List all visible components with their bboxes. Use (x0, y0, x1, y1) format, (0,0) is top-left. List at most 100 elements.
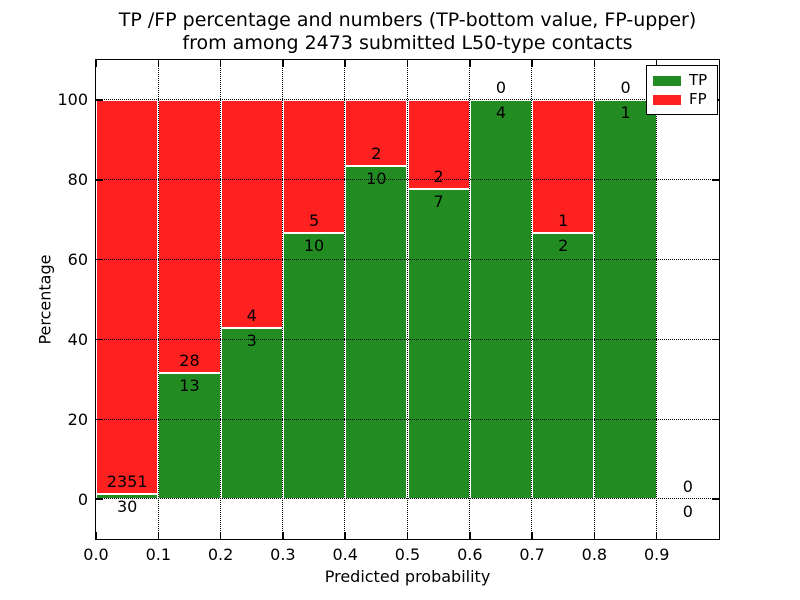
vertical-gridline (157, 60, 159, 539)
fp-bar-segment (220, 99, 283, 328)
x-axis-tick (469, 532, 471, 539)
y-tick-label: 40 (67, 329, 88, 349)
tp-count-label: 10 (303, 235, 325, 255)
tp-bar-segment (407, 188, 470, 500)
x-axis-tick-top (406, 60, 409, 67)
x-axis-tick (282, 532, 284, 539)
y-axis-tick (96, 258, 103, 261)
fp-count-label: 28 (179, 350, 200, 370)
plot-area: 2351 30 28 13 4 3 5 10 2 10 2 7 0 4 1 2 0 1 0 0 (95, 59, 720, 540)
x-axis-tick-top (157, 60, 160, 67)
tp-bar-segment (282, 232, 346, 500)
fp-count-label: 2 (433, 166, 444, 186)
tp-bar-segment (532, 232, 595, 500)
fp-bar-segment (282, 99, 346, 233)
x-axis-tick-top (531, 60, 533, 67)
x-tick-label: 0.4 (332, 545, 358, 564)
fp-count-label: 0 (495, 77, 507, 97)
x-axis-tick-top (344, 60, 346, 67)
x-axis-tick (655, 532, 658, 539)
tp-legend-swatch (653, 75, 681, 86)
vertical-gridline (282, 60, 284, 539)
vertical-gridline (469, 60, 471, 539)
fp-count-label: 1 (558, 210, 569, 230)
chart-title-line2: from among 2473 submitted L50-type conta… (182, 32, 633, 54)
tp-count-label: 1 (620, 102, 631, 122)
y-axis-label: Percentage (35, 254, 55, 345)
x-axis-tick-top (219, 60, 222, 67)
x-axis-tick (95, 532, 97, 539)
fp-count-label: 2351 (106, 472, 148, 492)
tp-count-label: 4 (495, 102, 507, 122)
tp-bar-segment (594, 99, 657, 500)
legend: TP FP (646, 65, 718, 115)
tp-count-label: 30 (116, 497, 138, 517)
tp-count-label: 10 (366, 169, 387, 189)
legend-label: FP (689, 90, 707, 108)
y-tick-label: 60 (67, 250, 88, 270)
x-axis-tick-top (95, 60, 97, 67)
tp-bar-segment (469, 99, 533, 500)
y-axis-tick (96, 498, 103, 500)
x-axis-tick (157, 532, 160, 539)
x-tick-label: 0.8 (581, 545, 608, 564)
tp-count-label: 3 (246, 331, 257, 350)
y-tick-label: 0 (77, 489, 88, 509)
x-tick-label: 0.1 (145, 545, 172, 564)
y-axis-tick-right (712, 258, 719, 261)
y-axis-tick-right (712, 498, 719, 500)
fp-count-label: 4 (246, 306, 257, 325)
vertical-gridline (219, 60, 221, 539)
x-axis-tick-top (282, 60, 284, 67)
tp-count-label: 0 (682, 502, 693, 522)
x-axis-tick (531, 532, 533, 539)
x-axis-tick (219, 532, 222, 539)
y-axis-tick (96, 418, 103, 420)
x-axis-tick-top (655, 60, 658, 67)
y-axis-tick (96, 99, 103, 101)
tp-bar-segment (345, 166, 408, 500)
legend-row: FP (653, 90, 711, 109)
vertical-gridline (344, 60, 346, 539)
y-axis-tick-right (712, 418, 719, 420)
vertical-gridline (406, 60, 408, 539)
vertical-gridline (655, 60, 657, 539)
x-tick-label: 0.9 (643, 545, 670, 564)
fp-count-label: 0 (620, 77, 631, 97)
fp-count-label: 2 (371, 144, 382, 164)
x-axis-tick-top (469, 60, 471, 67)
fp-count-label: 5 (308, 210, 320, 230)
y-tick-label: 100 (57, 90, 88, 110)
x-tick-label: 0.3 (270, 545, 296, 564)
legend-label: TP (689, 71, 708, 89)
vertical-gridline (531, 60, 533, 539)
x-tick-label: 0.0 (83, 545, 109, 564)
legend-row: TP (653, 71, 711, 90)
fp-bar-segment (532, 99, 595, 233)
y-axis-tick-right (712, 338, 719, 341)
x-axis-tick (406, 532, 409, 539)
tp-count-label: 13 (179, 375, 200, 395)
x-axis-tick (593, 532, 596, 539)
y-axis-tick (96, 179, 103, 181)
tp-bar-segment (220, 328, 283, 500)
tp-count-label: 7 (433, 191, 444, 211)
x-tick-label: 0.7 (519, 545, 545, 564)
x-tick-label: 0.2 (207, 545, 234, 564)
fp-count-label: 0 (682, 477, 693, 497)
chart-title: TP /FP percentage and numbers (TP-bottom… (96, 9, 719, 55)
x-axis-tick (344, 532, 346, 539)
x-tick-label: 0.5 (394, 545, 421, 564)
x-tick-label: 0.6 (457, 545, 483, 564)
y-axis-tick-right (712, 179, 719, 181)
fp-legend-swatch (653, 94, 681, 105)
y-axis-tick (96, 338, 103, 341)
y-tick-label: 20 (67, 409, 88, 429)
chart-title-line1: TP /FP percentage and numbers (TP-bottom… (118, 9, 697, 31)
fp-bar-segment (96, 99, 159, 495)
tp-count-label: 2 (558, 235, 569, 255)
x-axis-label: Predicted probability (324, 567, 491, 586)
x-axis-tick-top (593, 60, 596, 67)
vertical-gridline (593, 60, 595, 539)
